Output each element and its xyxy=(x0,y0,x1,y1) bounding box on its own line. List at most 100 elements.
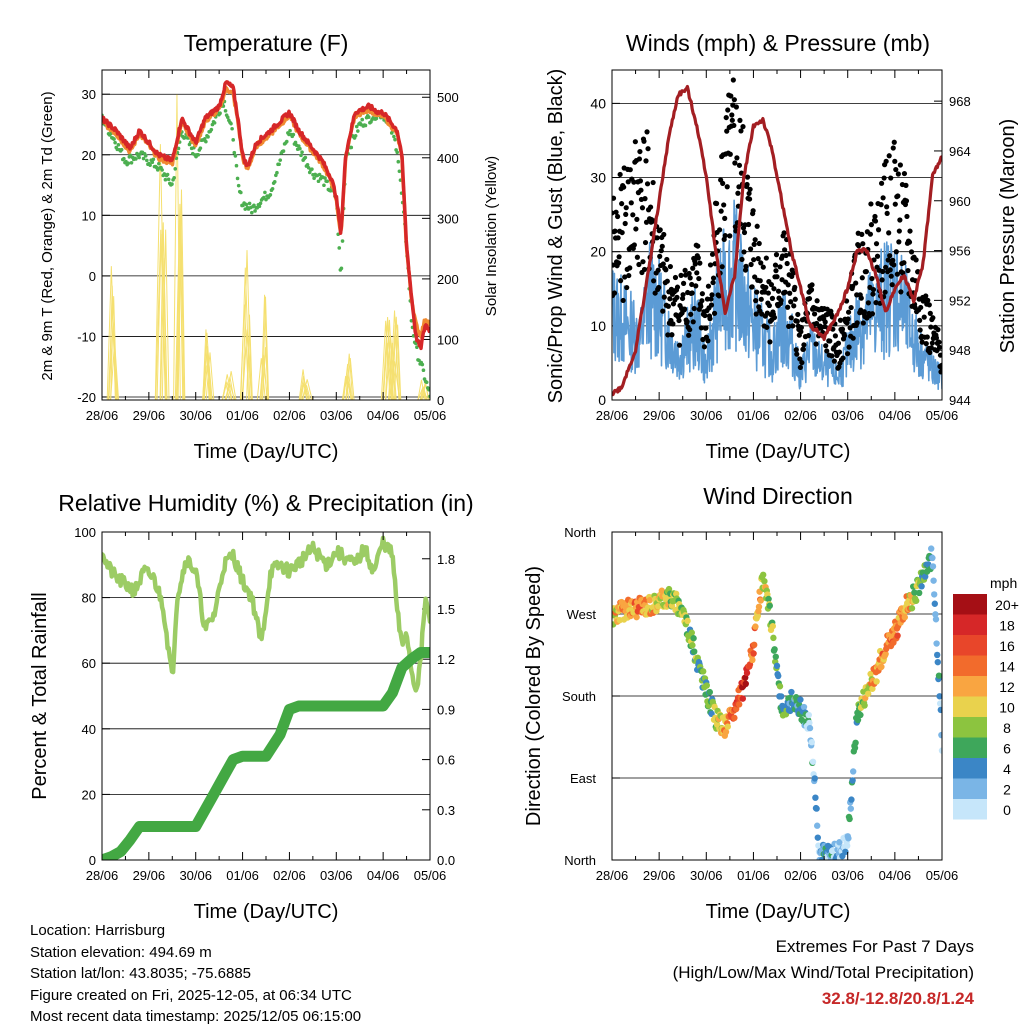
y-tick-label: North xyxy=(564,853,596,868)
dewpoint-point xyxy=(129,160,134,165)
gust-point xyxy=(680,292,686,298)
direction-point xyxy=(805,711,812,719)
gust-point xyxy=(783,252,789,259)
extremes-values: 32.8/-12.8/20.8/1.24 xyxy=(821,989,974,1008)
gust-point xyxy=(711,310,718,316)
solar-insolation-mark xyxy=(110,341,120,400)
direction-point xyxy=(850,768,857,775)
gust-point xyxy=(765,290,771,296)
gust-point xyxy=(801,342,807,348)
x-tick-label: 05/06 xyxy=(926,408,959,423)
gust-point xyxy=(848,304,854,311)
dewpoint-point xyxy=(263,190,267,195)
solar-insolation-mark xyxy=(300,383,308,400)
gust-point xyxy=(755,256,761,262)
dewpoint-point xyxy=(312,176,316,181)
dewpoint-point xyxy=(316,179,321,184)
direction-point xyxy=(935,672,942,679)
direction-point xyxy=(633,613,640,621)
x-tick-label: 05/06 xyxy=(414,868,447,883)
direction-point xyxy=(815,842,822,849)
gust-point xyxy=(624,284,630,291)
direction-point xyxy=(916,589,923,597)
dewpoint-point xyxy=(310,167,314,171)
y-tick-label: West xyxy=(567,607,597,622)
gust-point xyxy=(753,311,759,317)
gust-point xyxy=(644,129,650,135)
gust-point xyxy=(850,335,856,341)
direction-point xyxy=(700,668,707,675)
gust-point xyxy=(923,341,929,347)
gust-point xyxy=(784,260,790,267)
gust-point xyxy=(746,190,752,197)
gust-point xyxy=(686,332,692,338)
gust-point xyxy=(772,262,779,268)
gust-point xyxy=(665,303,671,309)
gust-point xyxy=(657,253,663,259)
dewpoint-point xyxy=(360,117,365,122)
gust-point xyxy=(883,264,889,270)
gust-point xyxy=(704,296,711,302)
gust-point xyxy=(786,323,792,329)
gust-point xyxy=(905,267,911,274)
dewpoint-point xyxy=(160,168,164,172)
pressure-line xyxy=(612,84,942,397)
gust-point xyxy=(737,117,743,123)
direction-point xyxy=(751,641,758,649)
dewpoint-point xyxy=(272,180,277,184)
y2-tick-label: 944 xyxy=(949,393,971,408)
gust-point xyxy=(788,299,794,305)
winds-y-axis-title: Sonic/Prop Wind & Gust (Blue, Black) xyxy=(545,69,567,404)
x-tick-label: 28/06 xyxy=(86,868,119,883)
dewpoint-point xyxy=(112,137,116,141)
y-tick-label: 0 xyxy=(89,853,96,868)
direction-point xyxy=(937,706,942,714)
direction-point xyxy=(847,805,854,812)
direction-point xyxy=(867,670,874,678)
legend-label: 0 xyxy=(1003,802,1011,818)
gust-point xyxy=(719,264,725,270)
gust-point xyxy=(657,227,663,233)
gust-point xyxy=(703,325,709,331)
gust-point xyxy=(894,271,900,277)
gust-point xyxy=(644,181,651,187)
gust-point xyxy=(840,355,846,361)
dewpoint-point xyxy=(166,177,171,182)
dewpoint-point xyxy=(137,155,141,160)
x-tick-label: 28/06 xyxy=(596,408,629,423)
station-info: Location: Harrisburg Station elevation: … xyxy=(30,920,361,1028)
gust-point xyxy=(695,255,701,261)
direction-point xyxy=(770,634,777,642)
gust-point xyxy=(734,155,740,161)
gust-point xyxy=(748,246,754,252)
gust-point xyxy=(615,235,621,241)
direction-point xyxy=(829,847,836,854)
solar-insolation-mark xyxy=(156,234,166,400)
direction-point xyxy=(775,672,782,680)
dewpoint-point xyxy=(204,139,208,144)
direction-point xyxy=(765,595,772,603)
dewpoint-point xyxy=(340,239,345,243)
y-tick-label: 80 xyxy=(82,591,96,606)
gust-point xyxy=(891,139,897,145)
gust-point xyxy=(896,239,902,245)
direction-point xyxy=(845,835,852,842)
dewpoint-point xyxy=(349,145,354,150)
gust-point xyxy=(659,243,665,249)
x-tick-label: 28/06 xyxy=(596,868,629,883)
gust-point xyxy=(709,292,715,298)
gust-point xyxy=(878,180,885,186)
direction-point xyxy=(706,688,713,696)
direction-point xyxy=(750,650,757,657)
gust-point xyxy=(769,295,776,301)
direction-point xyxy=(690,635,697,642)
dewpoint-point xyxy=(202,136,207,141)
gust-point xyxy=(880,195,886,201)
direction-point xyxy=(861,702,868,709)
solar-insolation-mark xyxy=(391,316,401,400)
legend-label: 8 xyxy=(1003,720,1011,736)
dewpoint-point xyxy=(303,155,308,160)
dewpoint-point xyxy=(157,161,161,166)
gust-point xyxy=(897,217,903,223)
gust-point xyxy=(748,261,754,268)
